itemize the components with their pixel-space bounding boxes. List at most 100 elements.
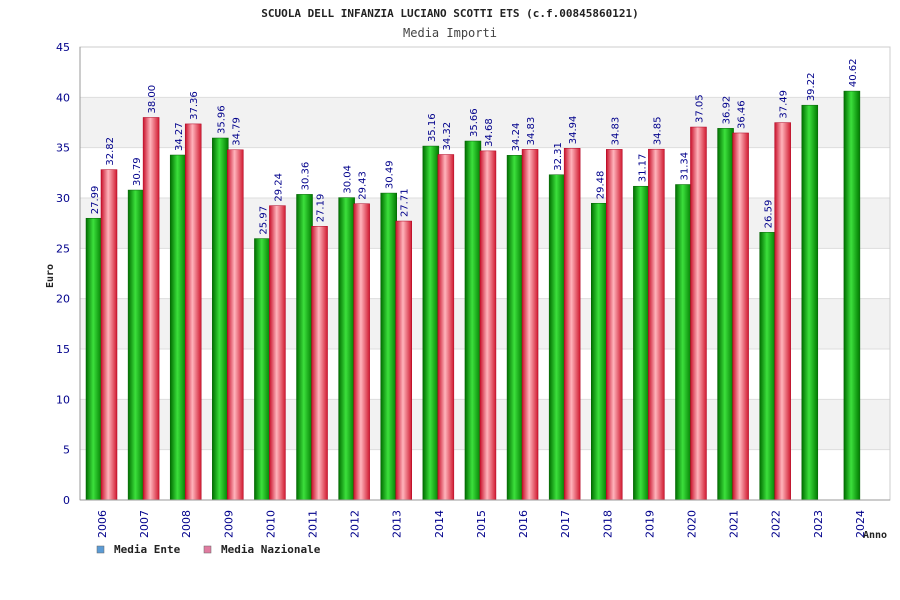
y-tick-label-30: 30 xyxy=(56,192,70,205)
bar-ente-2014 xyxy=(422,145,440,501)
x-tick-label-2007: 2007 xyxy=(138,510,151,538)
bar-ente-2011 xyxy=(296,194,313,501)
legend: Media Ente Media Nazionale xyxy=(96,543,321,556)
value-label-nazionale-2009: 34.79 xyxy=(231,117,242,146)
value-label-nazionale-2013: 27.71 xyxy=(400,188,411,217)
bar-ente-2016 xyxy=(506,155,524,501)
value-label-nazionale-2016: 34.83 xyxy=(526,117,537,146)
x-tick-labels: 2006 2007 2008 2009 2010 2011 2012 2013 2014 2015… xyxy=(96,510,867,538)
bar-ente-2006 xyxy=(85,217,103,501)
value-label-ente-2021: 36.92 xyxy=(722,96,733,125)
bar-ente-2017 xyxy=(548,174,566,501)
x-tick-label-2006: 2006 xyxy=(96,510,109,538)
bar-nazionale-2014 xyxy=(437,154,455,501)
x-tick-label-2017: 2017 xyxy=(559,510,572,538)
x-tick-label-2020: 2020 xyxy=(685,510,698,538)
value-label-nazionale-2006: 32.82 xyxy=(105,137,116,166)
value-label-nazionale-2007: 38.00 xyxy=(147,85,158,114)
value-label-nazionale-2008: 37.36 xyxy=(189,91,200,120)
value-label-ente-2008: 34.27 xyxy=(174,122,185,151)
bar-nazionale-2013 xyxy=(395,220,412,501)
bar-ente-2013 xyxy=(380,192,397,501)
bar-ente-2009 xyxy=(212,137,229,501)
value-labels: 27.99 32.82 30.79 38.00 34.27 37.36 35.96 34.79… xyxy=(90,58,859,234)
legend-label-0: Media Ente xyxy=(114,543,181,556)
y-tick-label-15: 15 xyxy=(56,343,70,356)
bar-nazionale-2022 xyxy=(774,122,791,501)
bar-ente-2020 xyxy=(675,184,692,501)
bar-nazionale-2007 xyxy=(142,117,160,501)
bar-nazionale-2009 xyxy=(227,149,244,501)
value-label-nazionale-2010: 29.24 xyxy=(273,173,284,202)
bar-nazionale-2010 xyxy=(269,205,286,501)
value-label-nazionale-2014: 34.32 xyxy=(442,122,453,151)
x-tick-label-2018: 2018 xyxy=(601,510,614,538)
y-tick-label-0: 0 xyxy=(63,494,70,507)
value-label-ente-2006: 27.99 xyxy=(90,186,101,215)
bar-ente-2010 xyxy=(254,238,271,501)
value-label-ente-2012: 30.04 xyxy=(343,165,354,194)
value-label-ente-2007: 30.79 xyxy=(132,157,143,186)
value-label-nazionale-2018: 34.83 xyxy=(610,117,621,146)
value-label-ente-2020: 31.34 xyxy=(679,152,690,181)
value-label-ente-2016: 34.24 xyxy=(511,123,522,152)
y-tick-label-5: 5 xyxy=(63,444,70,457)
value-label-nazionale-2021: 36.46 xyxy=(737,100,748,129)
bar-ente-2008 xyxy=(169,154,187,501)
bar-ente-2021 xyxy=(717,128,734,501)
bar-nazionale-2012 xyxy=(353,203,370,501)
x-tick-label-2015: 2015 xyxy=(475,510,488,538)
value-label-ente-2023: 39.22 xyxy=(806,73,817,102)
x-tick-label-2013: 2013 xyxy=(391,510,404,538)
bar-nazionale-2006 xyxy=(100,169,118,501)
value-label-ente-2018: 29.48 xyxy=(595,171,606,200)
legend-label-1: Media Nazionale xyxy=(221,543,321,556)
bar-ente-2023 xyxy=(801,104,819,501)
y-tick-labels: 0 5 10 15 20 25 30 35 40 45 xyxy=(56,41,70,507)
value-label-ente-2011: 30.36 xyxy=(301,162,312,191)
x-tick-label-2009: 2009 xyxy=(222,510,235,538)
value-label-nazionale-2012: 29.43 xyxy=(358,171,369,200)
value-label-nazionale-2022: 37.49 xyxy=(779,90,790,119)
x-tick-label-2011: 2011 xyxy=(307,510,320,538)
value-label-ente-2019: 31.17 xyxy=(637,154,648,183)
y-axis-label: Euro xyxy=(45,264,56,288)
value-label-ente-2010: 25.97 xyxy=(258,206,269,235)
x-tick-label-2023: 2023 xyxy=(812,510,825,538)
legend-swatch-0 xyxy=(96,545,105,554)
bar-nazionale-2019 xyxy=(648,148,665,501)
x-tick-label-2021: 2021 xyxy=(728,510,741,538)
value-label-ente-2024: 40.62 xyxy=(848,58,859,87)
bar-nazionale-2021 xyxy=(732,132,749,501)
x-tick-label-2019: 2019 xyxy=(643,510,656,538)
value-label-nazionale-2011: 27.19 xyxy=(316,194,327,223)
bars xyxy=(85,90,861,501)
value-label-ente-2015: 35.66 xyxy=(469,108,480,137)
chart-subtitle: Media Importi xyxy=(403,26,497,40)
bar-nazionale-2008 xyxy=(184,123,202,501)
value-label-nazionale-2017: 34.94 xyxy=(568,116,579,145)
x-axis-label: Anno xyxy=(863,530,887,541)
value-label-ente-2009: 35.96 xyxy=(216,105,227,134)
bar-ente-2024 xyxy=(843,90,861,501)
bar-nazionale-2016 xyxy=(521,149,539,501)
y-tick-label-20: 20 xyxy=(56,293,70,306)
bar-ente-2019 xyxy=(633,185,650,501)
y-tick-label-10: 10 xyxy=(56,393,70,406)
axes xyxy=(79,46,891,501)
value-label-nazionale-2019: 34.85 xyxy=(652,117,663,146)
y-tick-label-45: 45 xyxy=(56,41,70,54)
bar-nazionale-2018 xyxy=(606,149,623,501)
x-tick-label-2016: 2016 xyxy=(517,510,530,538)
x-tick-label-2010: 2010 xyxy=(264,510,277,538)
bar-ente-2022 xyxy=(759,232,776,501)
bar-ente-2018 xyxy=(591,202,608,501)
x-tick-label-2022: 2022 xyxy=(770,510,783,538)
bar-nazionale-2015 xyxy=(479,150,497,501)
bar-ente-2012 xyxy=(338,197,355,501)
value-label-nazionale-2020: 37.05 xyxy=(694,94,705,123)
y-tick-label-35: 35 xyxy=(56,142,70,155)
x-tick-label-2012: 2012 xyxy=(349,510,362,538)
bar-nazionale-2020 xyxy=(690,126,707,501)
